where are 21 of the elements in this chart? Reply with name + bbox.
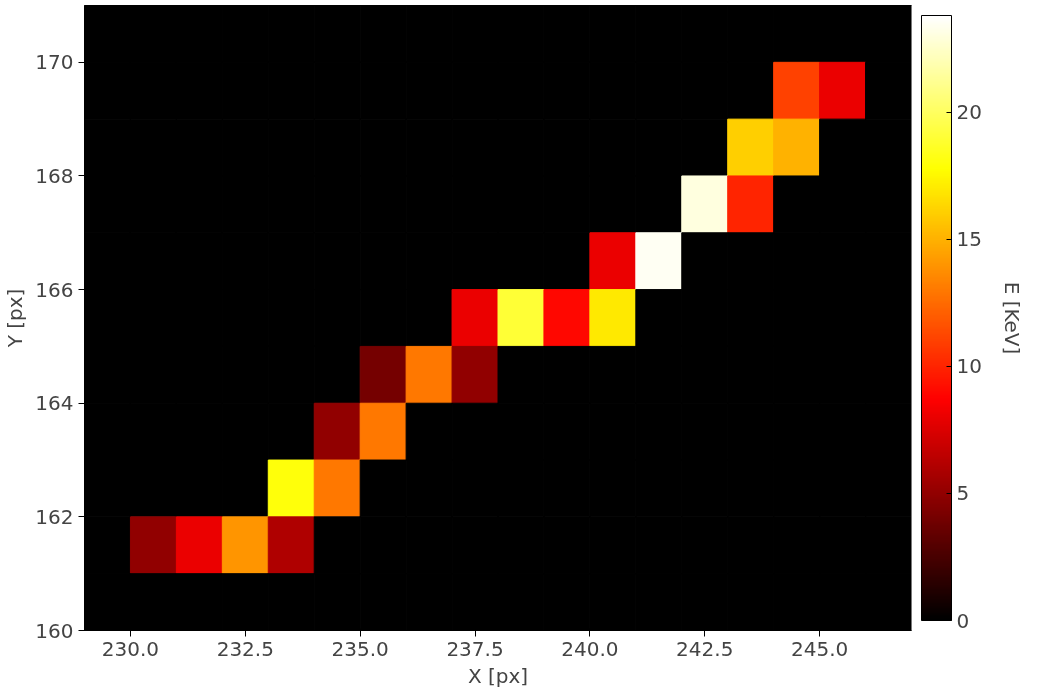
y-tick-label: 166 <box>35 277 74 302</box>
color-bar-title: E [KeV] <box>999 281 1024 355</box>
color-bar-label: 0 <box>956 608 970 633</box>
color-bar-label: 5 <box>956 481 970 506</box>
x-tick-label: 232.5 <box>216 636 274 661</box>
color-bar-label: 20 <box>956 100 982 125</box>
y-tick-label: 160 <box>35 618 74 643</box>
y-axis-title: Y [px] <box>3 288 28 349</box>
y-tick-label: 164 <box>35 391 74 416</box>
color-bar-label: 10 <box>956 354 982 379</box>
x-axis-title: X [px] <box>467 663 529 688</box>
y-tick-label: 162 <box>35 504 74 529</box>
y-tick-label: 168 <box>35 163 74 188</box>
x-tick-label: 242.5 <box>676 636 734 661</box>
x-tick-label: 245.0 <box>790 636 849 661</box>
x-tick-label: 240.0 <box>561 636 619 661</box>
x-tick-label: 235.0 <box>331 636 389 661</box>
color-bar-label: 15 <box>956 227 982 252</box>
y-tick-label: 170 <box>35 50 74 75</box>
x-tick-label: 237.5 <box>446 636 504 661</box>
x-tick-label: 230.0 <box>101 636 160 661</box>
